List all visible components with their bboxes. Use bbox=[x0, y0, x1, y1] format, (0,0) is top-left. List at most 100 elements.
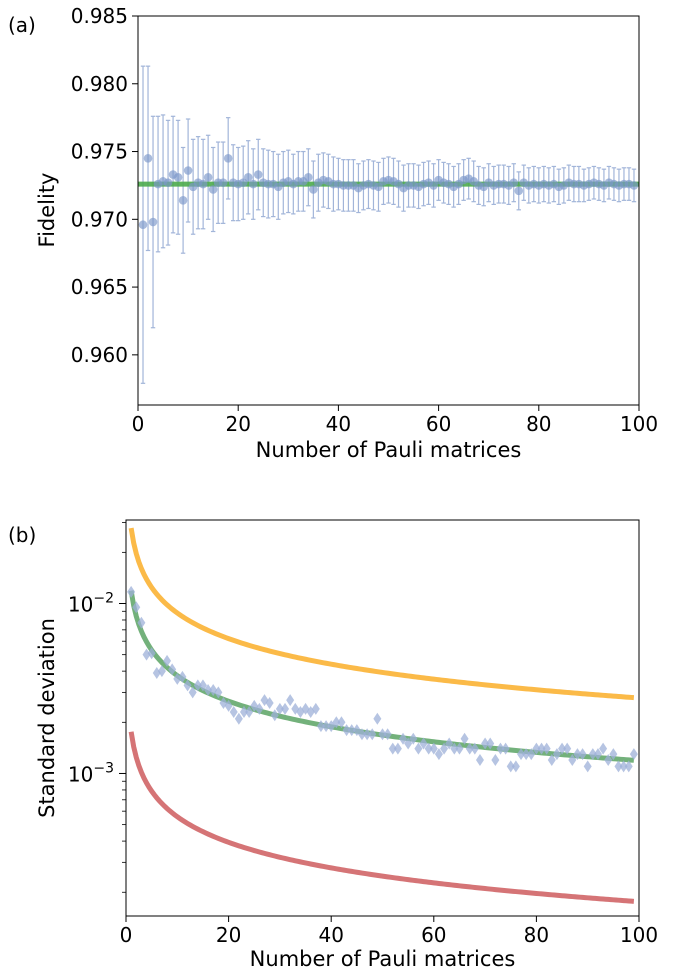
panel-b-marks bbox=[127, 527, 638, 904]
panel-b-data-point bbox=[224, 699, 233, 712]
panel-b-data-point bbox=[614, 760, 623, 773]
panel-b-data-point bbox=[629, 748, 638, 761]
panel-a-data-point bbox=[248, 179, 258, 189]
panel-b-data-point bbox=[286, 694, 295, 707]
panel-b-data-point bbox=[419, 737, 428, 750]
panel-a-y-tick-label: 0.975 bbox=[71, 140, 128, 164]
panel-b-data-point bbox=[229, 705, 238, 718]
panel-b-data-point bbox=[204, 683, 213, 696]
panel-b-data-point bbox=[558, 742, 567, 755]
panel-b-axes: 0 20 40 60 80 100 10−2 10−3 bbox=[68, 522, 658, 947]
panel-b-data-point bbox=[501, 742, 510, 755]
panel-a-data-point bbox=[629, 181, 639, 190]
panel-b-data-point bbox=[393, 742, 402, 755]
panel-b-data-point bbox=[517, 748, 526, 761]
panel-b-upper-curve bbox=[128, 527, 635, 701]
panel-a-data-point bbox=[218, 178, 228, 188]
panel-b-data-point bbox=[578, 748, 587, 761]
panel-b-x-axis-label: Number of Pauli matrices bbox=[250, 947, 516, 971]
panel-b-data-point bbox=[322, 720, 331, 733]
panel-a-data-point bbox=[178, 196, 188, 205]
panel-b-data-point bbox=[342, 724, 351, 737]
panel-a-data-point bbox=[138, 220, 148, 230]
panel-b-data-point bbox=[619, 760, 628, 773]
panel-a-data-point bbox=[183, 166, 193, 175]
panel-b-data-point bbox=[511, 760, 520, 773]
panel-a-data-point bbox=[309, 185, 318, 194]
panel-b-data-point bbox=[522, 748, 531, 761]
panel-b-data-point bbox=[275, 702, 284, 715]
panel-b-data-point bbox=[183, 679, 192, 692]
panel-b-x-tick-label: 20 bbox=[216, 923, 241, 947]
panel-a-data-point bbox=[208, 185, 218, 194]
panel-b-data-point bbox=[455, 742, 464, 755]
panel-b-data-point bbox=[563, 742, 572, 755]
panel-b-data-point bbox=[132, 601, 141, 614]
panel-b-data-point bbox=[568, 754, 577, 767]
panel-b-data-point bbox=[475, 754, 484, 767]
panel-b-data-point bbox=[198, 679, 207, 692]
panel-b-data-point bbox=[506, 760, 515, 773]
panel-b-data-point bbox=[450, 742, 459, 755]
panel-a-y-tick-label: 0.960 bbox=[71, 343, 128, 367]
panel-b-data-point bbox=[434, 748, 443, 761]
panel-b-data-point bbox=[368, 728, 377, 741]
panel-a-x-tick-label: 20 bbox=[225, 412, 250, 436]
panel-b-y-tick-label: 10−2 bbox=[68, 591, 114, 617]
panel-b-x-tick-label: 40 bbox=[318, 923, 343, 947]
panel-a-data-point bbox=[304, 172, 313, 182]
panel-b-data-point bbox=[445, 737, 454, 750]
panel-b-data-point bbox=[527, 748, 536, 761]
panel-b-data-point bbox=[491, 754, 500, 767]
panel-b-lower-curve bbox=[128, 731, 635, 904]
panel-b-data-point bbox=[583, 760, 592, 773]
panel-a-x-tick-label: 60 bbox=[426, 412, 451, 436]
panel-b-data-point bbox=[399, 732, 408, 745]
panel-b-data-point bbox=[373, 712, 382, 725]
panel-b-data-point bbox=[624, 760, 633, 773]
panel-b-data-point bbox=[486, 737, 495, 750]
panel-a-data-point bbox=[374, 182, 383, 192]
panel-a-data-point bbox=[143, 154, 153, 163]
panel-a-data-point bbox=[243, 172, 253, 182]
panel-b-data-point bbox=[470, 742, 479, 755]
panel-b-data-point bbox=[239, 705, 248, 718]
panel-b-data-point bbox=[357, 728, 366, 741]
panel-a-data-point bbox=[223, 154, 233, 163]
panel-b-data-point bbox=[378, 728, 387, 741]
panel-b-data-point bbox=[460, 732, 469, 745]
panel-b-data-point bbox=[542, 742, 551, 755]
panel-b-data-point bbox=[593, 748, 602, 761]
panel-b-data-point bbox=[127, 585, 136, 598]
panel-b-data-point bbox=[137, 616, 146, 629]
panel-a-y-tick-label: 0.965 bbox=[71, 275, 128, 299]
panel-b-data-point bbox=[265, 696, 274, 709]
panel-b-data-point bbox=[255, 702, 264, 715]
panel-a-marks bbox=[138, 65, 639, 384]
panel-b-data-point bbox=[347, 724, 356, 737]
panel-a-y-tick-label: 0.980 bbox=[71, 72, 128, 96]
panel-a-y-axis-label: Fidelity bbox=[35, 173, 59, 248]
panel-b-data-point bbox=[547, 754, 556, 767]
panel-b-data-point bbox=[404, 737, 413, 750]
panel-b-data-point bbox=[142, 648, 151, 661]
panel-b-data-point bbox=[414, 742, 423, 755]
panel-b-data-point bbox=[573, 748, 582, 761]
panel-a-data-point bbox=[148, 217, 158, 227]
panel-b-data-point bbox=[604, 754, 613, 767]
panel-b-plot-frame bbox=[125, 519, 640, 917]
panel-a-data-point bbox=[514, 186, 524, 196]
panel-a-x-tick-label: 0 bbox=[132, 412, 145, 436]
panel-b-data-point bbox=[588, 748, 597, 761]
panel-b-x-tick-label: 60 bbox=[421, 923, 446, 947]
panel-b-x-tick-label: 100 bbox=[620, 923, 658, 947]
panel-b-data-point bbox=[163, 654, 172, 667]
panel-b-data-point bbox=[168, 663, 177, 676]
panel-a-label: (a) bbox=[8, 13, 36, 37]
panel-b-std-deviation-chart: (b) 0 20 40 60 80 100 10−2 10−3 Number of Pauli… bbox=[8, 519, 658, 971]
panel-b-data-point bbox=[157, 665, 166, 678]
panel-b-y-axis-label: Standard deviation bbox=[35, 618, 59, 818]
panel-b-data-point bbox=[363, 728, 372, 741]
panel-a-y-tick-label: 0.985 bbox=[71, 4, 128, 28]
